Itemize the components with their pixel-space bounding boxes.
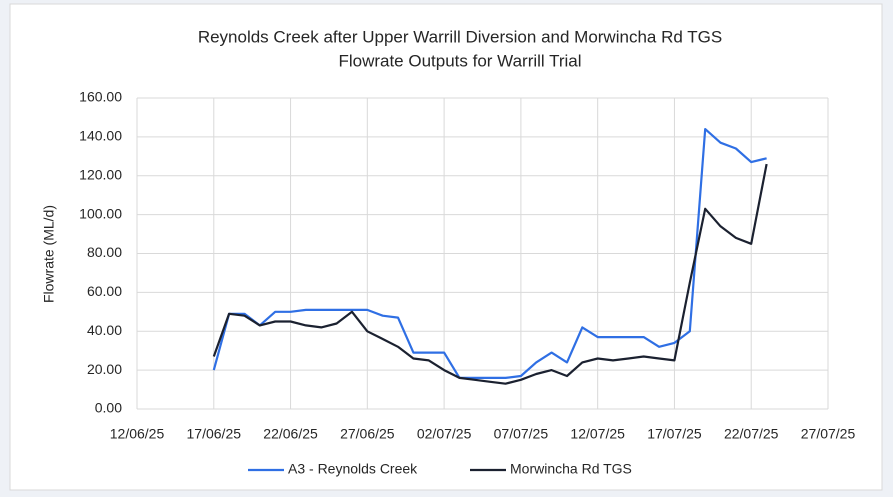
y-tick-label: 140.00 xyxy=(79,128,122,144)
x-tick-label: 27/07/25 xyxy=(801,426,856,442)
y-tick-label: 40.00 xyxy=(87,322,122,338)
x-tick-label: 12/06/25 xyxy=(110,426,165,442)
y-tick-label: 160.00 xyxy=(79,89,122,105)
x-tick-label: 22/06/25 xyxy=(263,426,318,442)
x-tick-label: 27/06/25 xyxy=(340,426,395,442)
series-line xyxy=(212,163,768,385)
x-tick-label: 17/06/25 xyxy=(187,426,242,442)
y-tick-label: 80.00 xyxy=(87,244,122,260)
legend-label: A3 - Reynolds Creek xyxy=(288,461,418,477)
chart-title: Reynolds Creek after Upper Warrill Diver… xyxy=(198,27,722,46)
chart-title: Flowrate Outputs for Warrill Trial xyxy=(338,51,581,70)
x-tick-label: 12/07/25 xyxy=(570,426,625,442)
legend-label: Morwincha Rd TGS xyxy=(510,461,632,477)
x-tick-label: 17/07/25 xyxy=(647,426,702,442)
y-axis-label: Flowrate (ML/d) xyxy=(41,205,57,303)
series-line xyxy=(212,128,767,379)
x-tick-label: 07/07/25 xyxy=(494,426,549,442)
x-tick-label: 22/07/25 xyxy=(724,426,779,442)
y-tick-label: 20.00 xyxy=(87,361,122,377)
y-tick-label: 60.00 xyxy=(87,283,122,299)
x-tick-label: 02/07/25 xyxy=(417,426,472,442)
y-tick-label: 0.00 xyxy=(95,400,122,416)
y-tick-label: 120.00 xyxy=(79,166,122,182)
y-tick-label: 100.00 xyxy=(79,205,122,221)
